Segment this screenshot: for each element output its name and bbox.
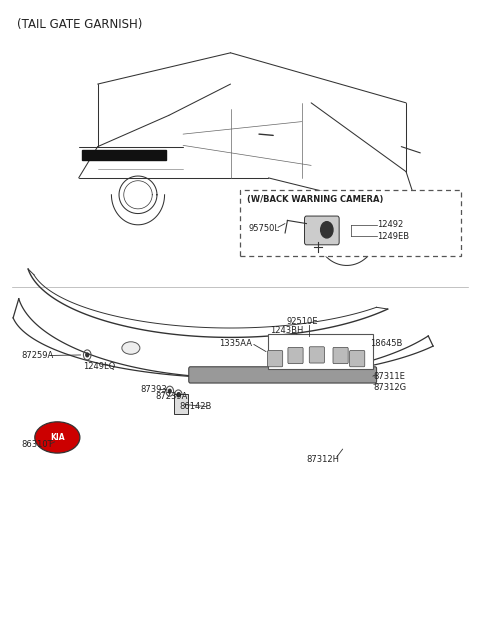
Text: 95750L: 95750L: [249, 224, 279, 233]
Text: 1249EB: 1249EB: [378, 232, 410, 240]
FancyBboxPatch shape: [240, 191, 461, 256]
FancyBboxPatch shape: [288, 348, 303, 363]
FancyBboxPatch shape: [268, 334, 373, 369]
Ellipse shape: [35, 422, 80, 453]
Text: 87312H: 87312H: [306, 455, 339, 464]
Text: 87239A: 87239A: [156, 392, 188, 401]
Text: 1335AA: 1335AA: [219, 338, 252, 348]
Circle shape: [86, 353, 89, 357]
Text: 87393: 87393: [140, 385, 167, 394]
Circle shape: [321, 221, 333, 238]
FancyBboxPatch shape: [82, 150, 167, 160]
FancyBboxPatch shape: [349, 351, 365, 367]
FancyBboxPatch shape: [174, 394, 188, 415]
Text: 86310T: 86310T: [22, 440, 53, 449]
Text: 87311E: 87311E: [374, 372, 406, 380]
Text: KIA: KIA: [50, 433, 65, 442]
FancyBboxPatch shape: [189, 367, 377, 383]
FancyBboxPatch shape: [309, 347, 324, 363]
Text: 87259A: 87259A: [22, 351, 54, 360]
Text: 1243BH: 1243BH: [270, 326, 303, 335]
Text: 87312G: 87312G: [374, 383, 407, 392]
Ellipse shape: [122, 342, 140, 354]
Text: (TAIL GATE GARNISH): (TAIL GATE GARNISH): [17, 18, 143, 32]
FancyBboxPatch shape: [267, 351, 283, 367]
Text: (W/BACK WARNING CAMERA): (W/BACK WARNING CAMERA): [247, 196, 384, 204]
Text: 92510E: 92510E: [287, 317, 318, 326]
Text: 12492: 12492: [378, 220, 404, 229]
FancyBboxPatch shape: [333, 348, 348, 363]
Circle shape: [177, 393, 180, 397]
Text: 1249LQ: 1249LQ: [84, 362, 116, 371]
Text: 18645B: 18645B: [371, 338, 403, 348]
Text: 86142B: 86142B: [179, 403, 212, 411]
Circle shape: [168, 389, 171, 393]
FancyBboxPatch shape: [304, 216, 339, 245]
